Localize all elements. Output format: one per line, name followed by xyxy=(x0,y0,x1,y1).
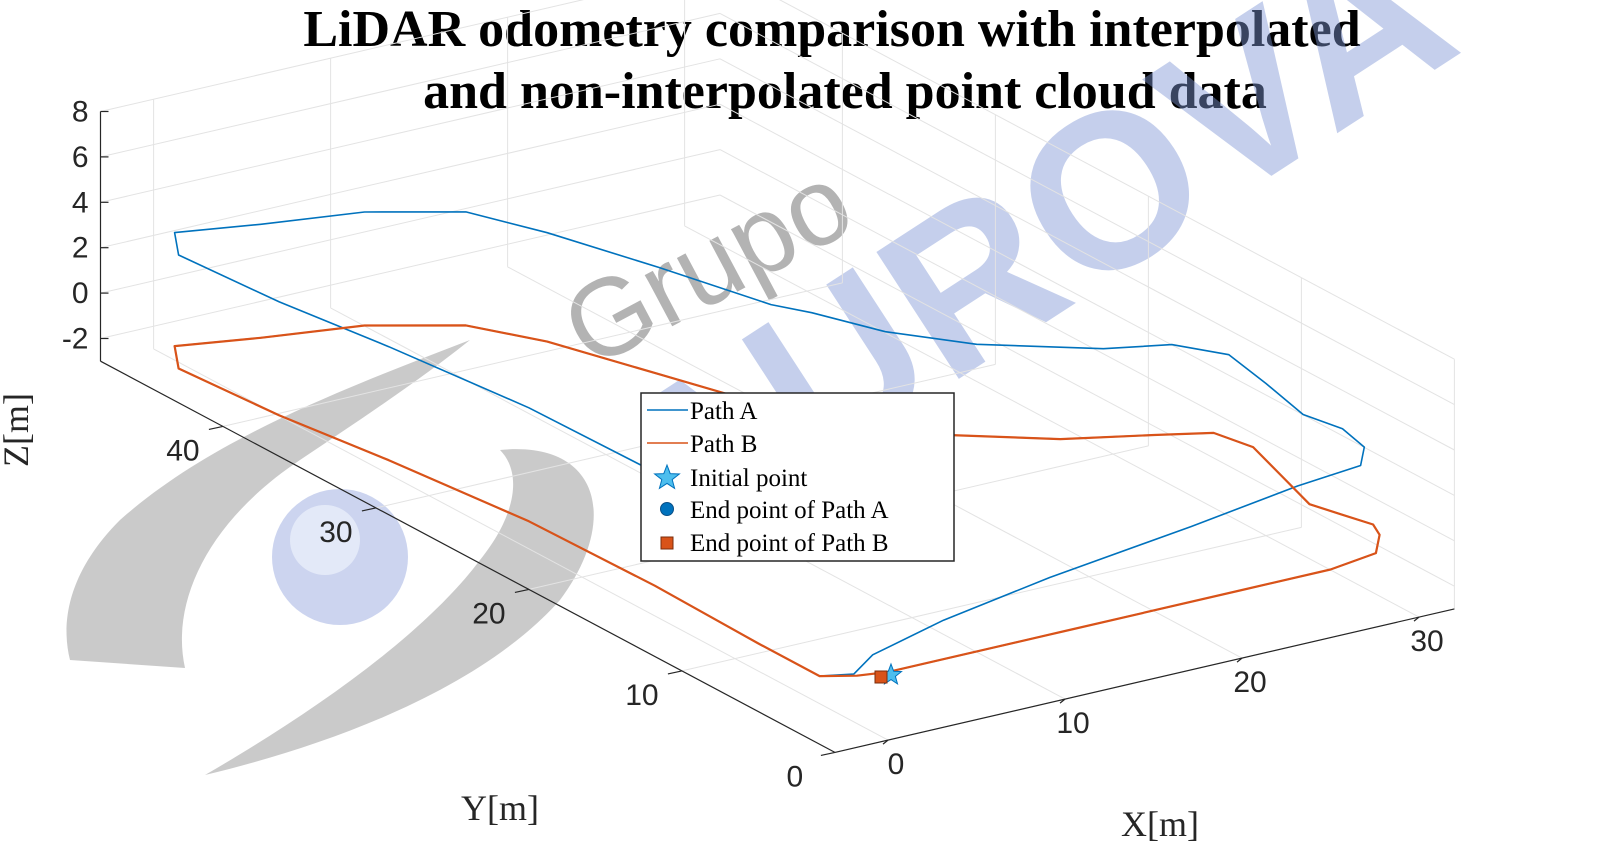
y-tick-mark xyxy=(361,507,377,512)
y-tick-mark xyxy=(208,425,224,430)
z-tick-label: 4 xyxy=(72,186,89,219)
y-tick-label: 10 xyxy=(625,679,658,712)
legend-path-a-label: Path A xyxy=(690,398,757,425)
grid-floor-y-line xyxy=(681,526,1302,672)
x-axis-line xyxy=(834,608,1455,753)
legend-initial-point-star-icon xyxy=(653,463,681,490)
tick-labels: 0 10 20 30 0 10 20 30 40 -2 0 2 4 6 8 xyxy=(62,96,1444,794)
x-tick-label: 20 xyxy=(1233,666,1266,699)
x-axis-label: X[m] xyxy=(1121,804,1199,844)
x-tick-label: 0 xyxy=(888,748,905,781)
legend-end-b-label: End point of Path B xyxy=(690,530,889,557)
y-axis-label: Y[m] xyxy=(461,788,539,828)
y-tick-mark xyxy=(514,588,530,593)
legend-initial-point-label: Initial point xyxy=(690,465,807,492)
chart-title-line-1: LiDAR odometry comparison with interpola… xyxy=(303,1,1360,58)
grid-back-wall-z-line xyxy=(100,58,721,203)
legend: Path A Path B Initial point End point of… xyxy=(640,392,955,562)
grid-back-wall-z-line xyxy=(100,12,721,158)
grid-back-wall-z-line xyxy=(100,194,721,339)
grid-side-wall-z-line xyxy=(719,12,1455,406)
axes-lines xyxy=(99,110,1455,756)
grid-side-wall-z-line xyxy=(719,58,1455,451)
x-tick-mark xyxy=(1059,698,1066,704)
y-tick-label: 30 xyxy=(319,516,352,549)
z-tick-label: 0 xyxy=(72,277,89,310)
legend-box xyxy=(640,392,955,562)
x-tick-mark xyxy=(1236,657,1243,663)
z-tick-label: 2 xyxy=(72,232,89,265)
legend-end-b-square-icon xyxy=(660,536,674,550)
y-tick-label: 40 xyxy=(166,434,199,467)
y-axis-line xyxy=(100,360,836,753)
x-tick-label: 30 xyxy=(1410,625,1443,658)
chart-title-line-2: and non-interpolated point cloud data xyxy=(423,63,1267,120)
grid-side-wall-z-line xyxy=(719,103,1455,496)
y-tick-label: 0 xyxy=(787,760,804,793)
y-tick-mark xyxy=(667,670,683,675)
x-tick-mark xyxy=(1413,616,1420,622)
y-tick-mark xyxy=(820,751,836,756)
watermark-swoosh-right xyxy=(205,449,594,775)
legend-end-a-circle-icon xyxy=(660,502,674,516)
z-tick-label: 8 xyxy=(72,96,89,129)
grid-back-wall-z-line xyxy=(100,149,721,294)
grid-side-wall-z-line xyxy=(779,0,1455,360)
watermark-swoosh-left xyxy=(66,340,470,668)
grid-back-wall-z-line xyxy=(100,103,721,249)
x-tick-label: 10 xyxy=(1056,707,1089,740)
watermark-sphere-highlight xyxy=(290,505,360,575)
x-tick-mark xyxy=(882,739,889,745)
marker-end-point-path-b xyxy=(874,670,888,684)
grid-floor-y-line xyxy=(222,282,843,427)
y-tick-label: 20 xyxy=(472,597,505,630)
grid-back-wall-z-line xyxy=(100,0,585,112)
z-tick-label: 6 xyxy=(72,141,89,174)
z-axis-label: Z[m] xyxy=(0,393,36,467)
grid-side-wall-z-line xyxy=(719,194,1455,587)
legend-path-b-label: Path B xyxy=(690,431,757,458)
z-tick-label: -2 xyxy=(62,323,89,356)
legend-end-a-label: End point of Path A xyxy=(690,497,889,524)
